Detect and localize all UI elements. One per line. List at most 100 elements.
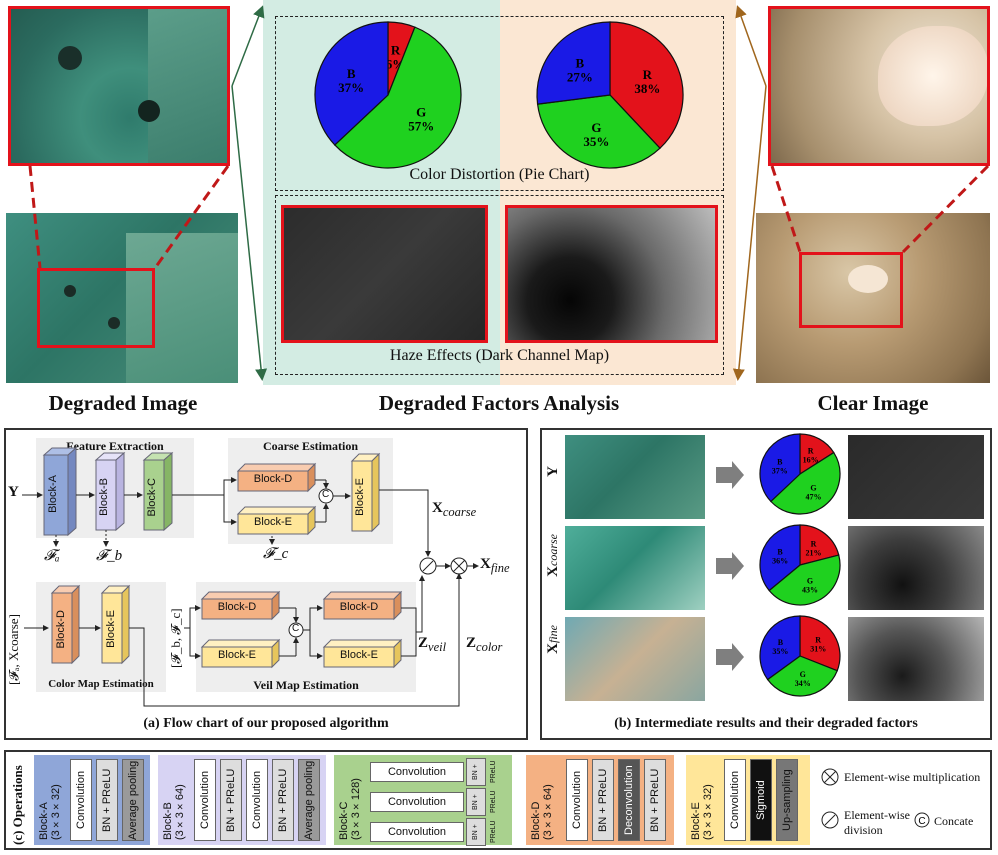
veil-block-d-1 — [200, 590, 281, 621]
f-c-label: 𝓕_c — [263, 546, 289, 562]
pie-row-0-slice-b — [759, 433, 801, 503]
op-a-conv: Convolution — [70, 759, 92, 841]
op-block-a-name: Block-A — [38, 802, 50, 840]
block-b — [94, 451, 126, 532]
sea-urchin — [108, 317, 120, 329]
arrow-right-icon — [716, 643, 744, 671]
sea-urchin — [64, 285, 76, 297]
pie-clear-pct-b: 27% — [567, 69, 593, 84]
z-veil-sub: veil — [428, 640, 447, 654]
input-bottom-label: [𝓕ₐ, Xcoarse] — [6, 614, 21, 685]
z-color-label: Zcolor — [466, 635, 502, 655]
pie-clear-slice-b — [536, 21, 611, 105]
op-block-a-dims: (3×3×32) — [50, 784, 62, 840]
pie-row-1-pct-g: 43% — [802, 586, 818, 595]
op-a-bn: BN + PReLU — [96, 759, 118, 841]
intermediate-caption: (b) Intermediate results and their degra… — [614, 716, 918, 731]
pie-row-0-pct-b: 37% — [772, 466, 788, 475]
pie-row-0-label-g: G — [810, 483, 816, 492]
dark-channel-y — [848, 435, 984, 519]
block-a — [42, 446, 78, 537]
veil-block-e-2 — [322, 638, 403, 669]
op-d-deconv: Deconvolution — [618, 759, 640, 841]
op-e-conv: Convolution — [724, 759, 746, 841]
op-block-c-dims: (3×3×128) — [350, 778, 362, 840]
pie-chart-degraded: R6%G57%B37% — [314, 21, 462, 169]
analysis-title: Degraded Factors Analysis — [378, 391, 620, 415]
op-c-conv3: Convolution — [370, 822, 464, 842]
veil-map-label: Veil Map Estimation — [253, 678, 359, 692]
op-block-e-title: Block-E (3×3×32) — [690, 760, 714, 840]
row-label-x-coarse-main: X — [545, 566, 561, 577]
op-b-pool: Average pooling — [298, 759, 320, 841]
pie-row-2-slice-r — [799, 615, 841, 672]
pie-row-0-slice-g — [769, 451, 841, 515]
x-fine-main: X — [480, 556, 491, 572]
veil-block-d-2-label: Block-D — [339, 601, 379, 613]
connector-lines-left — [28, 165, 230, 269]
arrow-right-icon — [716, 461, 744, 489]
f-a-label: 𝓕ₐ — [44, 548, 60, 564]
legend-icons: C — [821, 768, 930, 829]
x-coarse-main: X — [432, 500, 443, 516]
pie-clear-pct-r: 38% — [634, 81, 660, 96]
pie-row-1-slice-g — [768, 554, 841, 606]
op-c-bn1: BN + PReLU — [466, 758, 497, 786]
coarse-block-e-label: Block-E — [254, 516, 292, 528]
division-icon — [821, 811, 839, 829]
input-y-label: Y — [8, 484, 19, 500]
pie-degraded-slice-g — [333, 26, 462, 169]
pie-clear-pct-g: 35% — [583, 134, 609, 149]
op-block-d-dims: (3×3×64) — [542, 784, 554, 840]
pie-row-2-label-g: G — [800, 670, 806, 679]
haze-caption: Haze Effects (Dark Channel Map) — [389, 347, 610, 364]
intermediate-arrows — [716, 461, 744, 671]
pie-row-2-pct-r: 31% — [810, 645, 826, 654]
op-block-c-title: Block-C (3×3×128) — [338, 760, 362, 840]
op-block-c-name: Block-C — [338, 801, 350, 840]
crop-frame-right — [768, 6, 990, 166]
degraded-image-title: Degraded Image — [48, 391, 198, 415]
rock-shape — [126, 233, 238, 383]
multiply-icon — [821, 768, 839, 786]
pie-degraded-slice-b — [314, 21, 389, 146]
rock-shape — [148, 6, 230, 166]
clear-image-title: Clear Image — [817, 391, 929, 415]
f-b-label: 𝓕_b — [96, 548, 123, 564]
sea-slug — [848, 265, 888, 293]
row-label-y-main: Y — [545, 466, 561, 477]
dark-channel-map-clear — [505, 205, 718, 343]
color-map-block-e — [100, 584, 131, 665]
color-map-label: Color Map Estimation — [48, 678, 154, 690]
row-label-x-coarse-sub: coarse — [546, 534, 560, 566]
legend-div-label-1: Element-wise — [844, 808, 910, 822]
op-d-conv: Convolution — [566, 759, 588, 841]
intermediate-image-x-coarse — [565, 526, 705, 610]
pie-degraded-label-b: B — [347, 66, 356, 81]
pie-row-2-pct-b: 35% — [772, 647, 788, 656]
roi-frame-left — [37, 268, 155, 348]
pie-row-0-pct-g: 47% — [805, 492, 821, 501]
op-b-bn1: BN + PReLU — [220, 759, 242, 841]
pie-chart-clear: R38% G35% B27% — [536, 21, 684, 169]
pie-chart-y: R16% G47% B37% — [759, 433, 841, 515]
block-b-label: Block-B — [98, 478, 110, 516]
pie-row-2-label-r: R — [815, 636, 821, 645]
x-coarse-sub: coarse — [442, 505, 477, 519]
pie-degraded-label-g: G — [416, 105, 426, 120]
concat-symbol: C — [322, 489, 330, 500]
roi-frame-right — [799, 252, 903, 328]
pie-clear-label-g: G — [591, 120, 601, 135]
pie-clear-slice-g — [536, 94, 661, 169]
pie-row-2-slice-g — [766, 655, 838, 697]
input-veil-label: [𝓕_b, 𝓕_c] — [168, 608, 183, 668]
op-c-conv2: Convolution — [370, 792, 464, 812]
op-block-b-title: Block-B (3×3×64) — [162, 760, 186, 840]
arrows-to-analysis — [231, 5, 767, 381]
row-label-y: Y — [545, 466, 562, 477]
operations-panel — [4, 750, 992, 850]
arrow-right-icon — [716, 552, 744, 580]
block-c-label: Block-C — [146, 478, 158, 517]
op-block-e-dims: (3×3×32) — [702, 784, 714, 840]
degraded-crop-image — [8, 6, 230, 166]
